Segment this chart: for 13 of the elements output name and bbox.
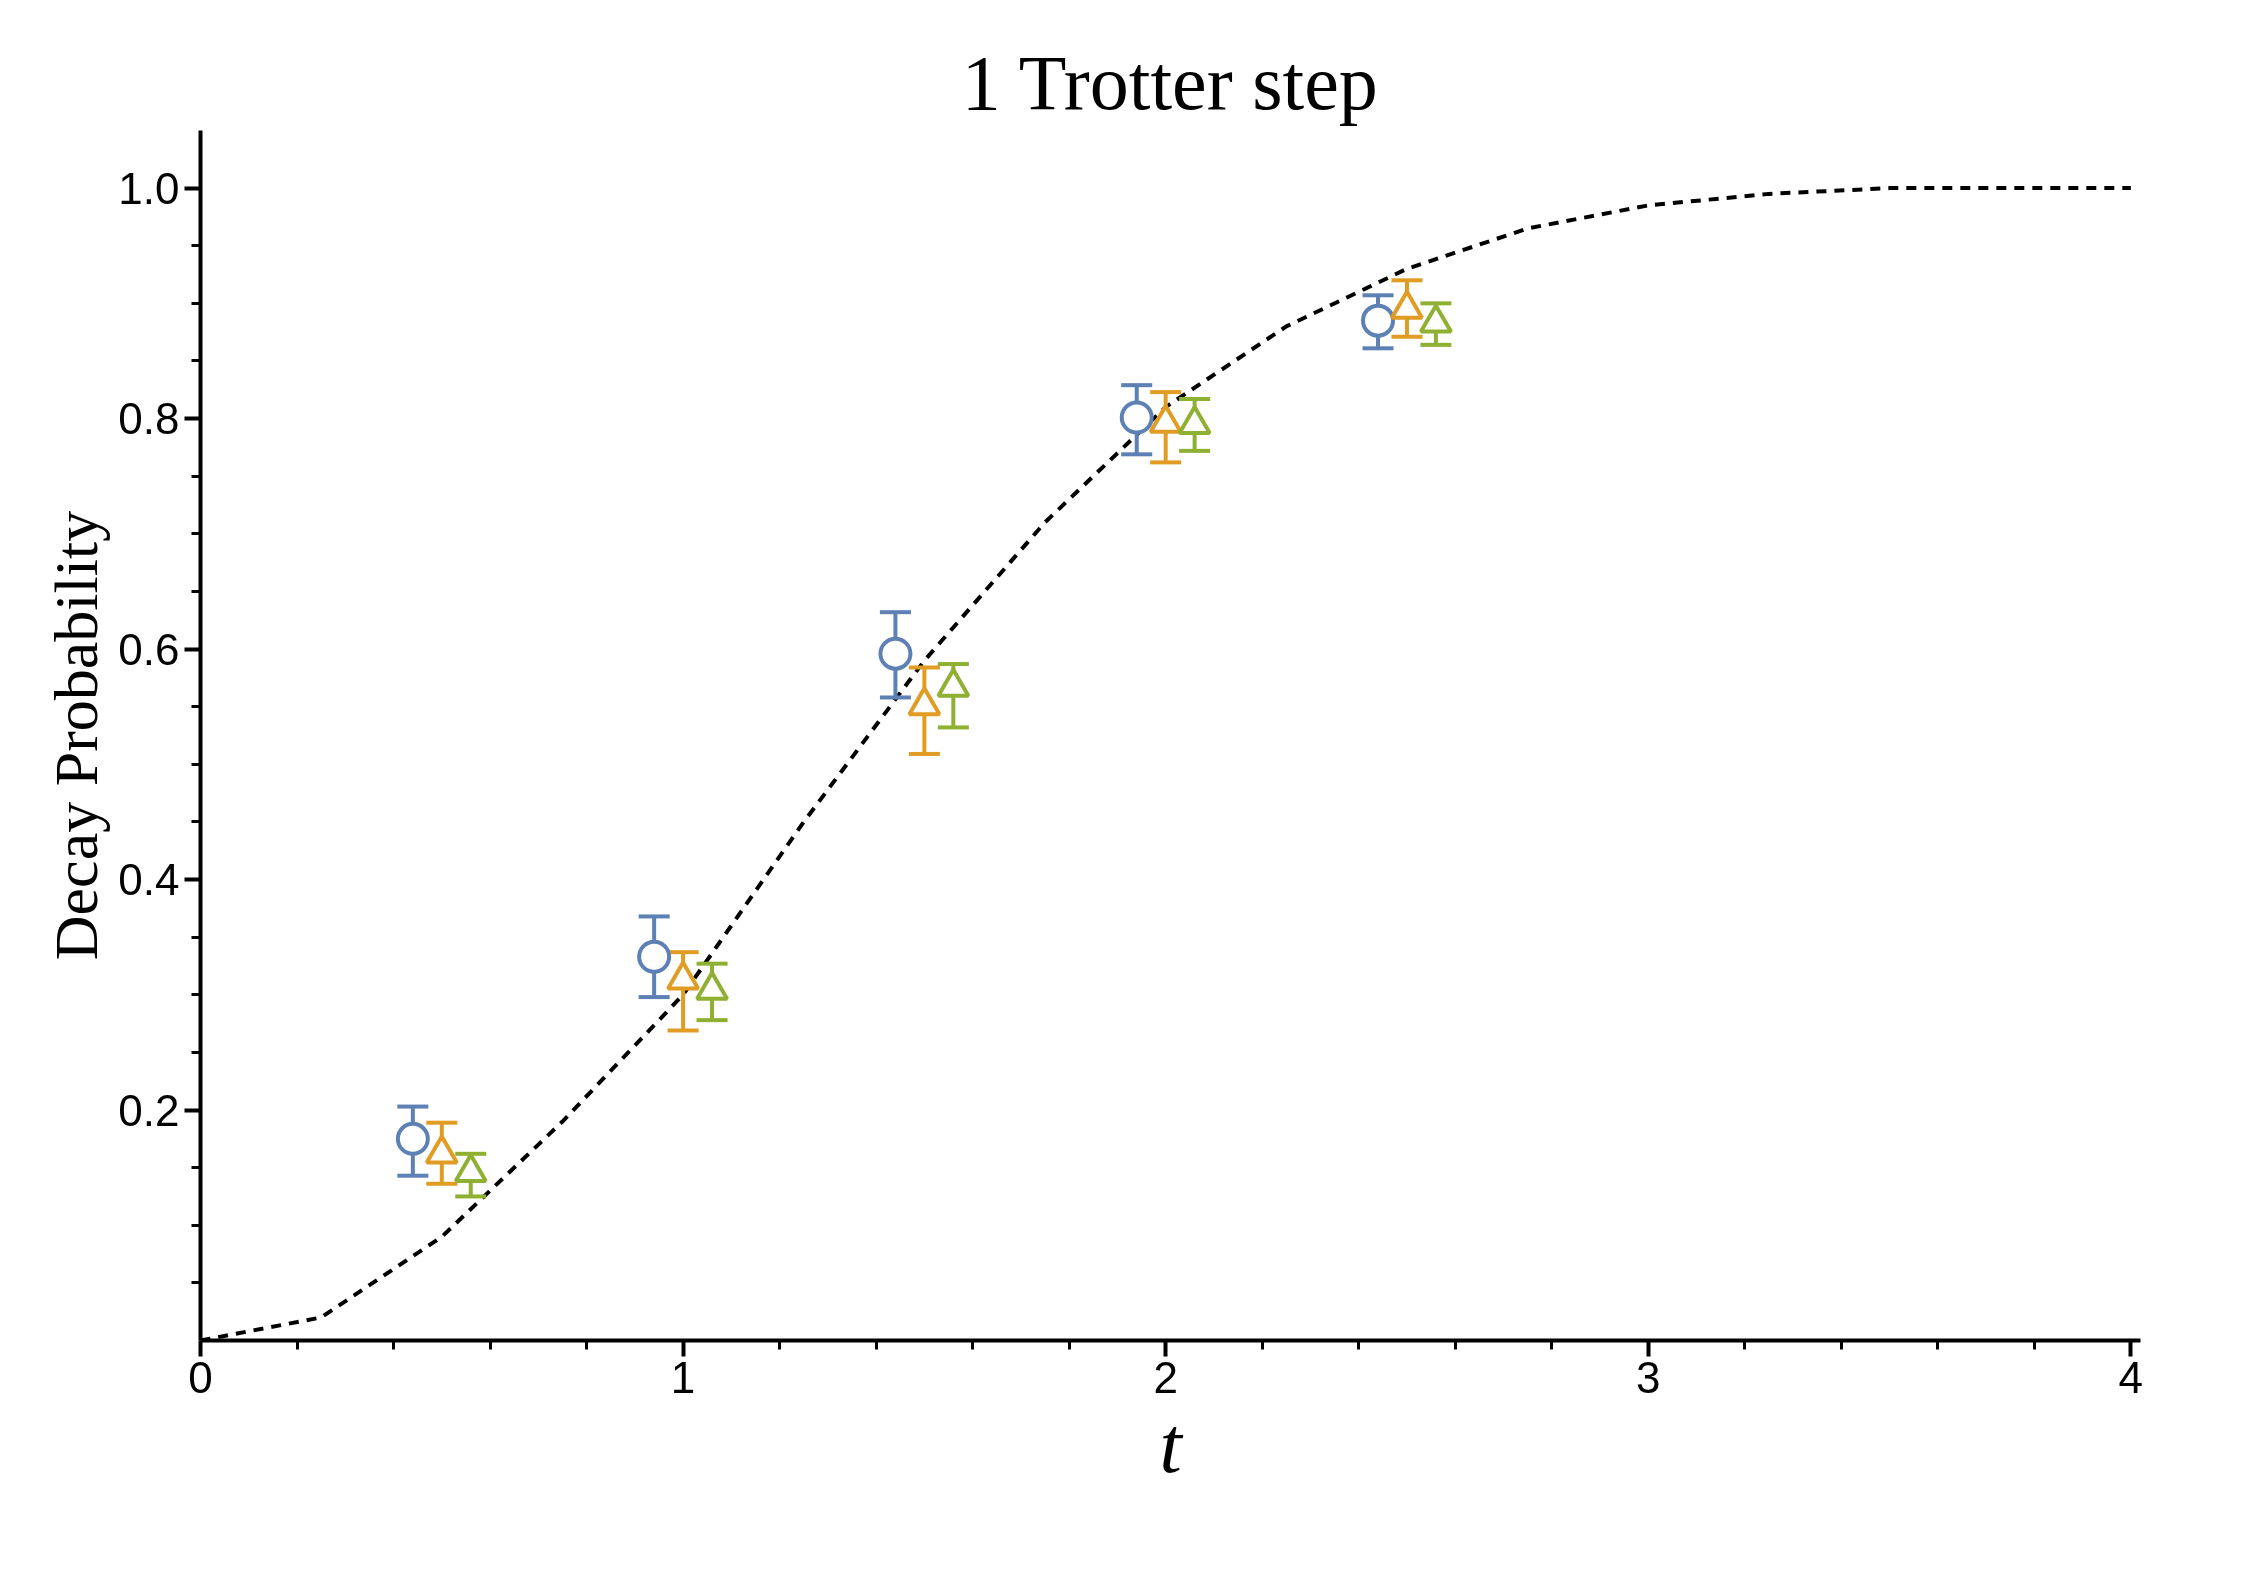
chart-title: 1 Trotter step [961, 38, 1378, 126]
y-axis-title: Decay Probability [42, 510, 111, 961]
y-tick-label: 0.2 [118, 1085, 180, 1135]
y-tick-label: 0.6 [118, 624, 180, 674]
y-tick-label: 0.4 [118, 855, 180, 905]
x-tick-label: 4 [2118, 1352, 2144, 1402]
y-tick-label: 1.0 [118, 163, 180, 213]
x-tick-label: 3 [1636, 1352, 1661, 1402]
x-tick-label: 2 [1153, 1352, 1178, 1402]
x-axis-title: t [1159, 1400, 1184, 1489]
x-tick-label: 1 [670, 1352, 696, 1402]
x-tick-label: 0 [188, 1352, 213, 1402]
y-tick-label: 0.8 [118, 394, 180, 444]
